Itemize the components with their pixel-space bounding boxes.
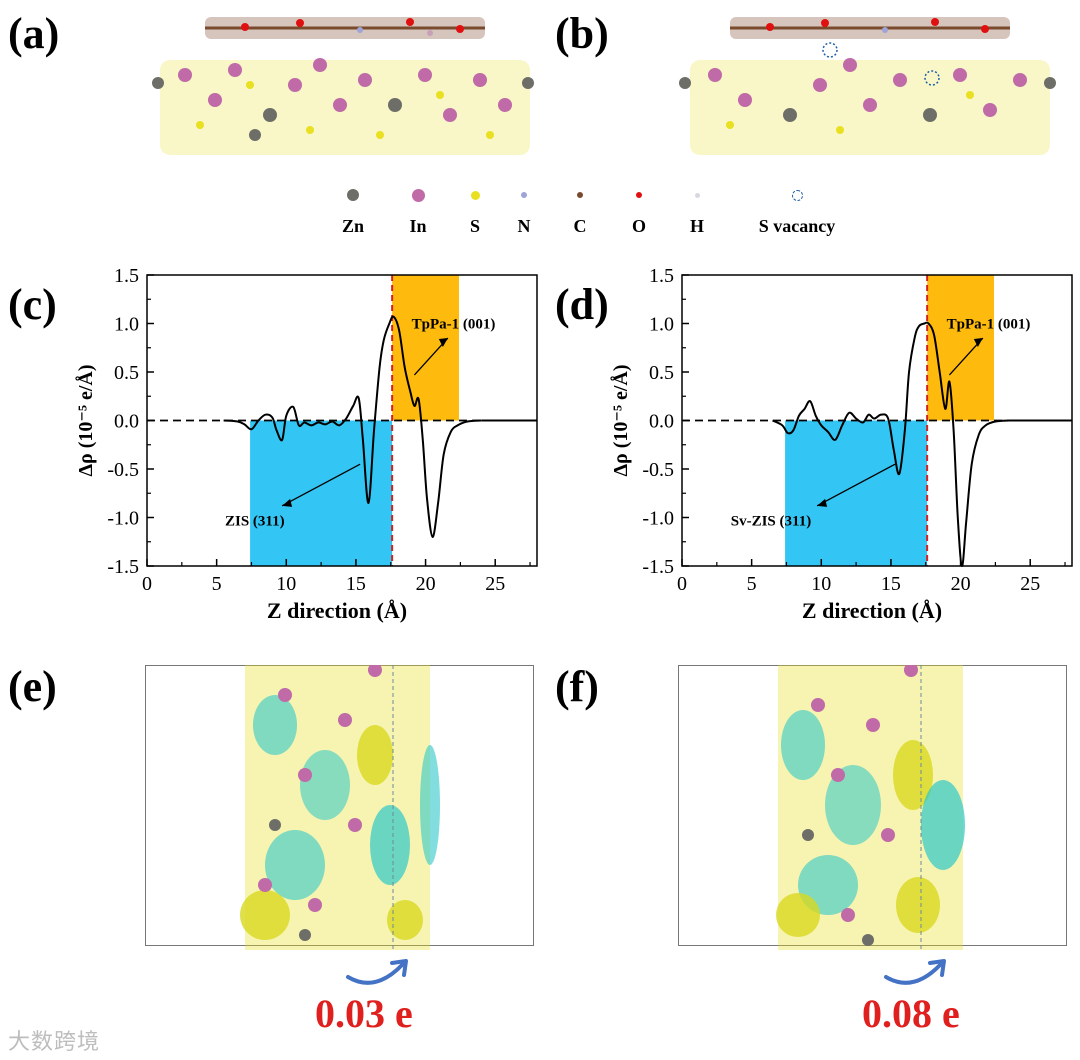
y-tick-label: 1.5 [114,265,139,287]
region-substrate [250,420,393,566]
region-tppa [392,275,459,421]
zis-slab [152,58,534,155]
charge-density-image-e [145,665,534,950]
h-sphere-icon [694,192,700,198]
legend-item-n: N [479,188,569,237]
y-tick-label: 0.5 [114,362,139,384]
x-axis-label: Z direction (Å) [267,598,407,623]
legend-item-in: In [373,188,463,237]
arrow-head-icon [282,498,293,507]
charge-transfer-f: 0.08 e [862,991,960,1036]
region-tppa [927,275,994,421]
x-tick-label: 15 [881,573,901,595]
c-sphere-icon [577,192,583,198]
legend-item-s: S [430,188,520,237]
structure-image-b [679,17,1056,155]
chart-d: 0 5 10 15 20 25 1.5 1.0 0.5 0.0 -0.5 -1.0 -1.5 Z dire… [609,265,1073,623]
y-axis-label: Δρ (10⁻⁵ e/Å) [609,365,632,477]
annotation-tppa: TpPa-1 (001) [947,316,1031,332]
panel-label-f: (f) [555,662,599,711]
s-vacancy-marker [924,70,940,86]
s-sphere-icon [470,190,480,200]
legend-item-zn: Zn [308,188,398,237]
y-tick-label: 1.0 [649,314,674,336]
x-tick-label: 20 [951,573,971,595]
annotation-substrate: ZIS (311) [225,513,285,529]
y-tick-label: 1.0 [114,314,139,336]
y-tick-label: -0.5 [107,459,139,481]
chart-c: 0 5 10 15 20 25 1.5 1.0 0.5 0.0 -0.5 -1.0 -1.5 Z dire… [74,265,538,623]
legend-item-o: O [594,188,684,237]
tppa-layer [205,17,485,39]
legend-item-c: C [535,188,625,237]
y-axis-label: Δρ (10⁻⁵ e/Å) [74,365,97,477]
tppa-layer [730,17,1010,39]
arrow-head-icon [973,338,983,348]
x-tick-label: 10 [276,573,296,595]
structure-image-a [152,17,534,155]
x-tick-label: 5 [747,573,757,595]
panel-label-b: (b) [555,9,609,58]
arrow-head-icon [438,338,448,348]
y-tick-label: 0.5 [649,362,674,384]
y-tick-label: 1.5 [649,265,674,287]
y-tick-label: -1.5 [642,556,674,578]
curved-arrow-icon [346,959,408,985]
s-vacancy-marker [822,42,838,58]
y-tick-label: -1.0 [107,508,139,530]
x-tick-label: 25 [1020,573,1040,595]
region-substrate [785,420,928,566]
x-tick-label: 15 [346,573,366,595]
annotation-arrow-substrate [816,463,896,507]
x-tick-label: 25 [485,573,505,595]
y-tick-label: 0.0 [114,411,139,433]
x-tick-label: 5 [212,573,222,595]
x-tick-label: 0 [677,573,687,595]
in-sphere-icon [411,188,425,202]
annotation-substrate: Sv-ZIS (311) [731,513,811,529]
panel-label-c: (c) [8,280,57,329]
x-tick-label: 0 [142,573,152,595]
annotation-arrow-substrate [281,463,361,507]
s-vacancy-icon [791,189,803,201]
legend-item-h: H [652,188,742,237]
zn-sphere-icon [347,189,359,201]
annotation-tppa: TpPa-1 (001) [412,316,496,332]
panel-label-a: (a) [8,9,60,58]
o-sphere-icon [636,192,642,198]
curved-arrow-icon [884,959,946,985]
legend-item-s-vacancy: S vacancy [752,188,842,237]
y-tick-label: 0.0 [649,411,674,433]
sv-zis-slab [679,42,1056,155]
y-tick-label: -1.5 [107,556,139,578]
y-tick-label: -0.5 [642,459,674,481]
series-line [772,321,1010,568]
charge-density-image-f [678,665,1067,950]
watermark: 大数跨境 [8,1030,101,1055]
charge-transfer-e: 0.03 e [315,991,413,1036]
n-sphere-icon [521,192,527,198]
panel-label-e: (e) [8,662,57,711]
panel-label-d: (d) [555,280,609,329]
arrow-head-icon [817,498,828,507]
x-tick-label: 20 [416,573,436,595]
x-tick-label: 10 [811,573,831,595]
y-tick-label: -1.0 [642,508,674,530]
x-axis-label: Z direction (Å) [802,598,942,623]
series-line [223,315,482,538]
